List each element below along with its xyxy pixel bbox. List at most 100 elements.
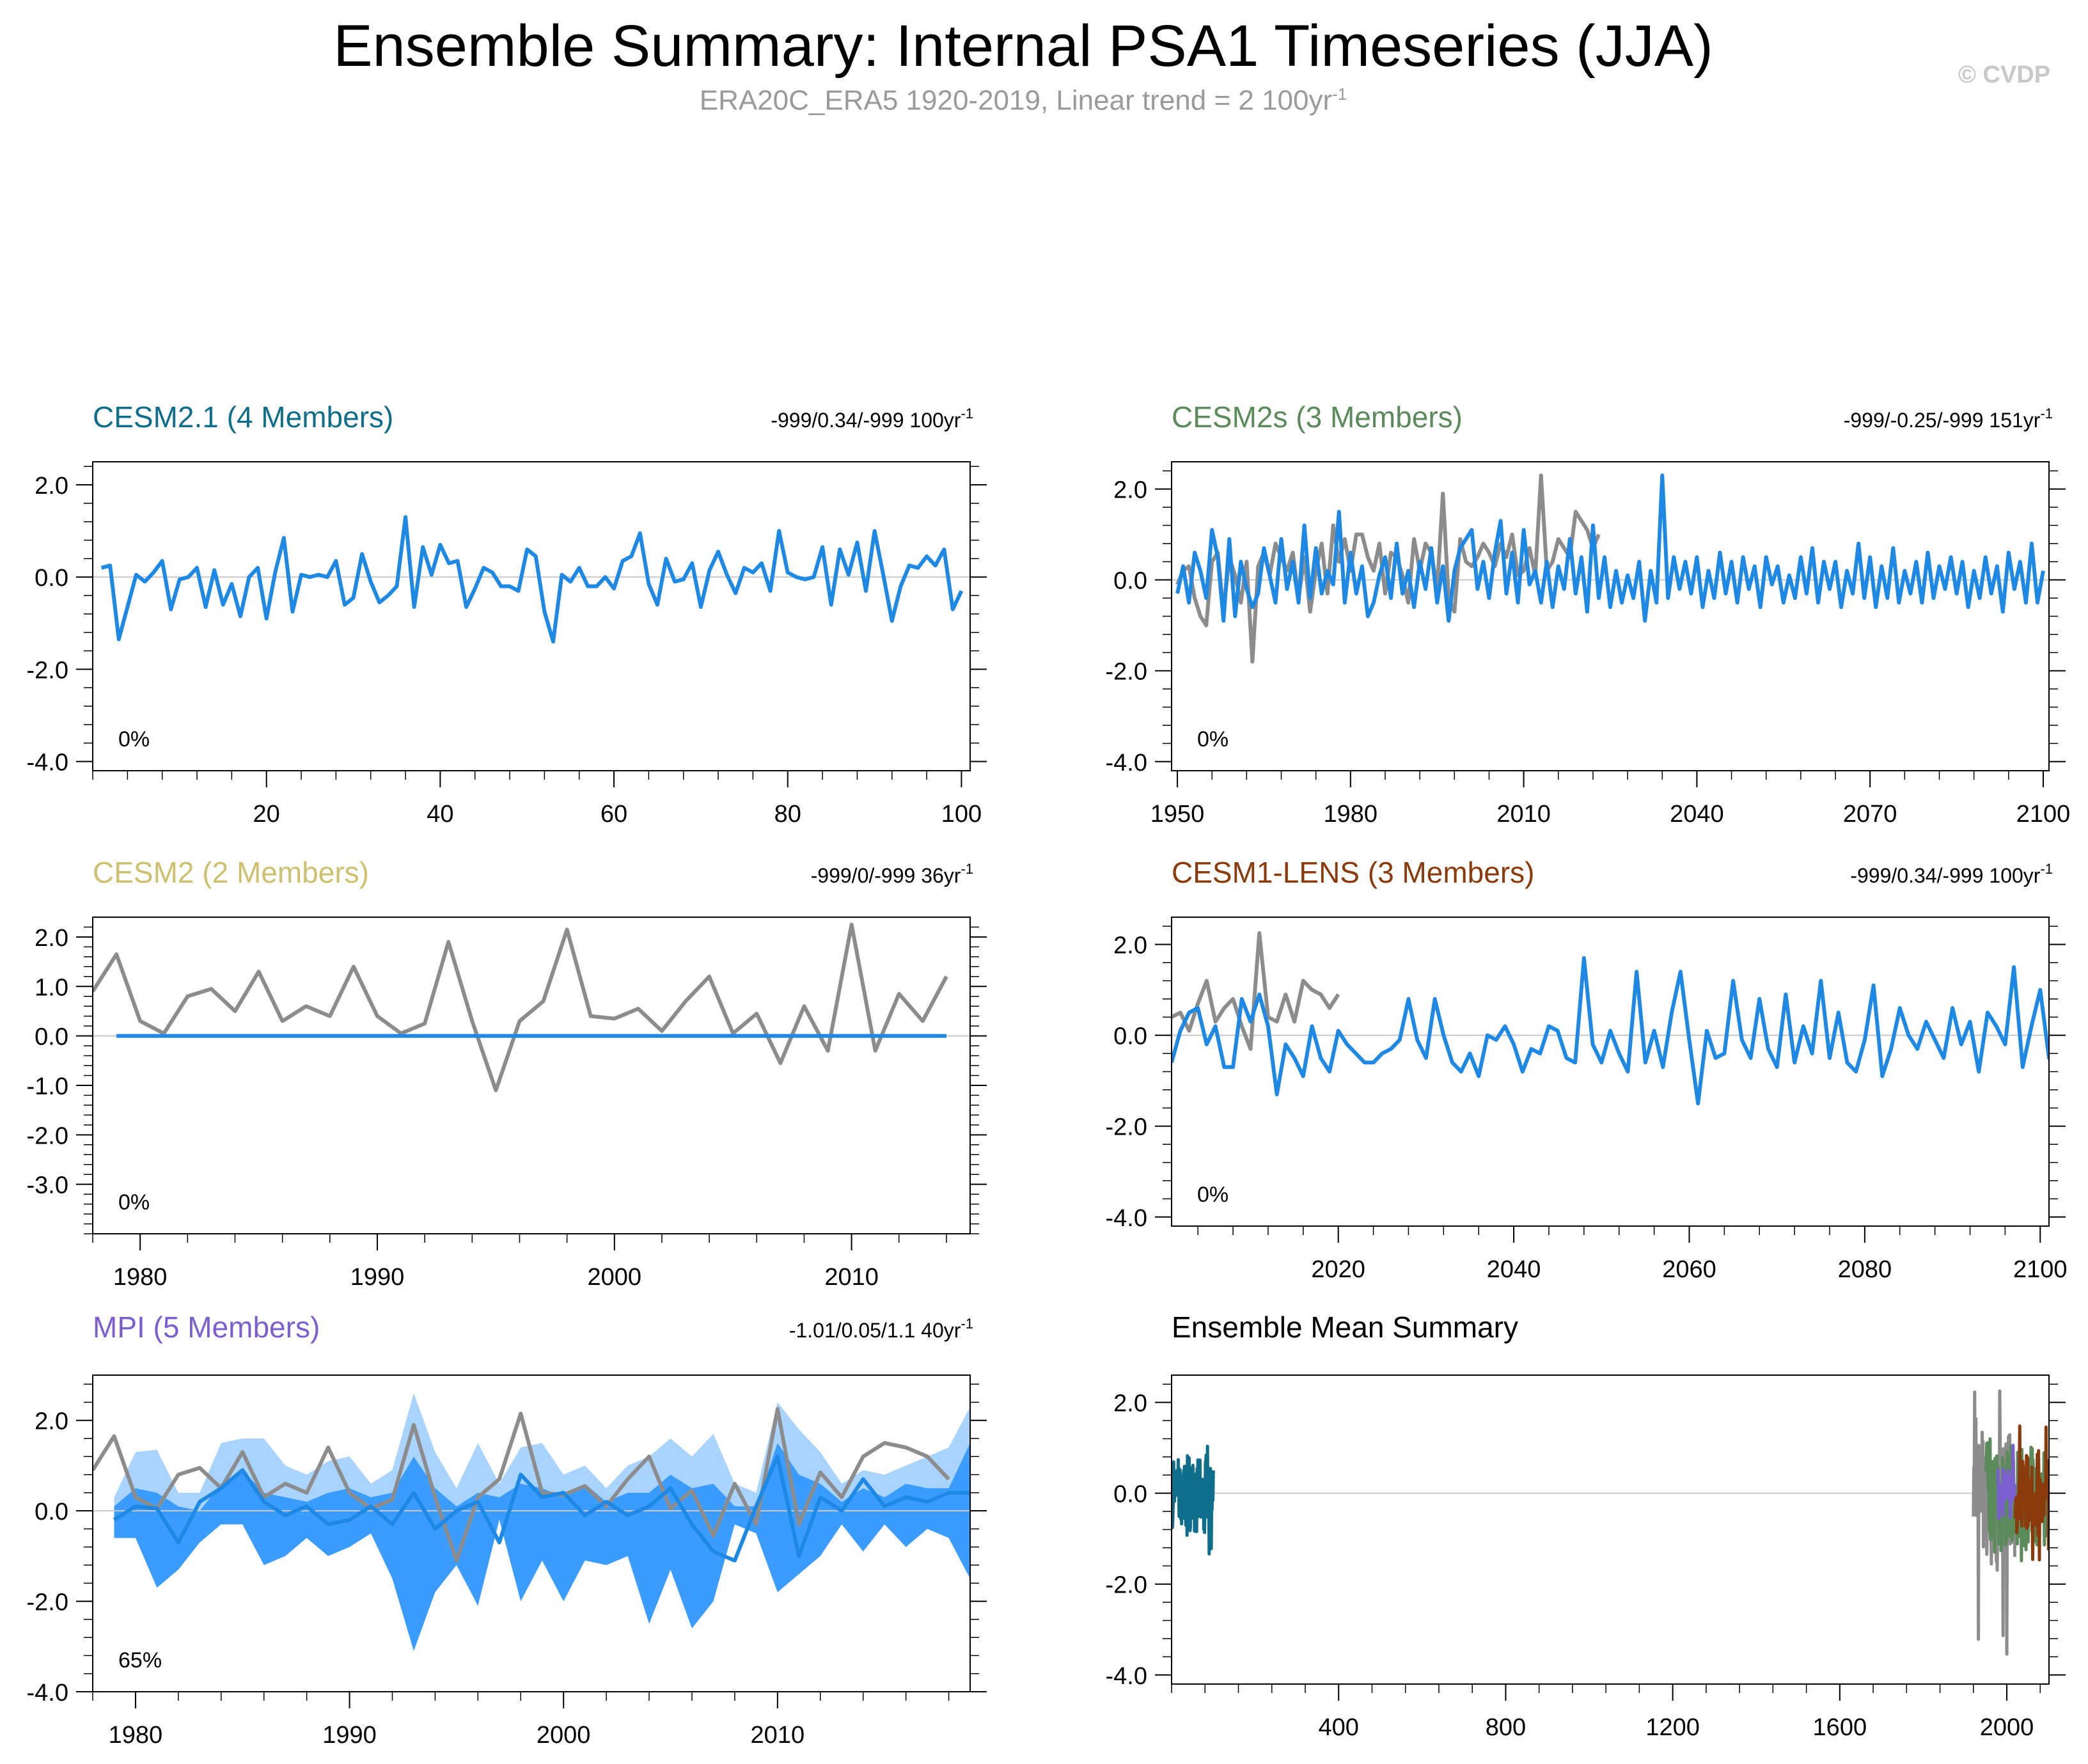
y-tick-label: 2.0 <box>35 473 68 500</box>
y-tick-label: -4.0 <box>1106 1205 1147 1232</box>
x-tick-label: 1990 <box>322 1722 377 1749</box>
series-line-ensemble-member <box>1172 956 2049 1106</box>
plot-area <box>1172 1389 2049 1656</box>
y-tick-label: -2.0 <box>27 1122 68 1149</box>
series-line-observations <box>93 1407 950 1563</box>
x-tick-label: 80 <box>774 801 801 828</box>
panel-percent: 0% <box>118 1190 150 1215</box>
y-tick-label: 1.0 <box>35 974 68 1001</box>
summary-line-CESM1-LENS <box>2013 1424 2049 1562</box>
stats-superscript: -1 <box>961 1316 973 1332</box>
x-tick-label: 2020 <box>1311 1256 1365 1283</box>
x-tick-label: 400 <box>1319 1714 1359 1741</box>
plot-area <box>1172 931 2049 1106</box>
x-tick-label: 1980 <box>109 1722 163 1749</box>
y-tick-label: -2.0 <box>1106 659 1147 686</box>
page-subtitle: ERA20C_ERA5 1920-2019, Linear trend = 2 … <box>0 84 2046 117</box>
stats-superscript: -1 <box>961 861 973 877</box>
x-tick-label: 2080 <box>1838 1256 1892 1283</box>
x-tick-label: 2010 <box>824 1264 879 1291</box>
panel-5: 2.0 0.0 -2.0 -4.0 1980 1990 2000 2010 MPI (5 Mem… <box>27 1311 987 1749</box>
panel-stats: -999/0.34/-999 100yr-1 <box>1850 861 2053 887</box>
y-tick-label: -2.0 <box>27 657 68 684</box>
summary-line-MPI <box>1996 1444 2016 1520</box>
y-tick-label: 0.0 <box>1113 1023 1147 1050</box>
x-tick-label: 2070 <box>1843 801 1897 828</box>
y-tick-label: 0.0 <box>1113 568 1147 595</box>
panel-title: CESM1-LENS (3 Members) <box>1172 856 1534 889</box>
plot-area <box>93 922 970 1092</box>
subtitle-text: ERA20C_ERA5 1920-2019, Linear trend = 2 … <box>699 84 1333 116</box>
y-tick-label: -2.0 <box>27 1589 68 1616</box>
plot-area <box>1172 473 2049 664</box>
plot-frame <box>92 461 971 771</box>
x-tick-label: 1950 <box>1150 801 1205 828</box>
x-tick-label: 800 <box>1486 1714 1526 1741</box>
panel-title: CESM2.1 (4 Members) <box>93 400 393 434</box>
panel-percent: 65% <box>118 1648 162 1673</box>
series-line-observations <box>93 922 948 1092</box>
y-tick-label: 2.0 <box>1113 933 1147 959</box>
panel-percent: 0% <box>1197 727 1228 752</box>
series-line-ensemble-member <box>100 515 964 644</box>
x-tick-label: 40 <box>427 801 453 828</box>
band-lower-range <box>114 1443 970 1651</box>
series-line-observations <box>1172 931 1340 1051</box>
y-tick-label: -4.0 <box>1106 1663 1147 1690</box>
y-tick-label: -4.0 <box>27 1680 68 1706</box>
x-tick-label: 2100 <box>2013 1256 2068 1283</box>
y-tick-label: 2.0 <box>35 925 68 952</box>
stats-value: -999/0.34/-999 100yr <box>771 409 961 432</box>
y-tick-label: -2.0 <box>1106 1572 1147 1599</box>
x-tick-label: 20 <box>253 801 280 828</box>
stats-superscript: -1 <box>961 406 973 421</box>
x-tick-label: 2000 <box>1980 1714 2034 1741</box>
plot-frame <box>92 917 971 1234</box>
panel-3: 2.0 1.0 0.0 -1.0 -2.0 -3.0 1980 1990 2000 2010 CES… <box>27 856 987 1291</box>
summary-line-CESM2.1 <box>1172 1444 1215 1556</box>
plot-frame <box>1171 917 2050 1227</box>
panel-title: CESM2s (3 Members) <box>1172 400 1463 434</box>
copyright-label: © CVDP <box>1958 61 2051 88</box>
panel-4: 2.0 0.0 -2.0 -4.0 2020 2040 2060 2080 2100 CESM1-… <box>1106 856 2068 1283</box>
plot-area <box>93 1393 970 1651</box>
x-tick-label: 2010 <box>751 1722 805 1749</box>
panel-title: CESM2 (2 Members) <box>93 856 369 889</box>
panel-stats: -999/-0.25/-999 151yr-1 <box>1844 406 2053 432</box>
x-tick-label: 2060 <box>1662 1256 1716 1283</box>
x-tick-label: 1980 <box>1324 801 1378 828</box>
x-tick-label: 1980 <box>113 1264 168 1291</box>
x-tick-label: 2010 <box>1496 801 1551 828</box>
stats-superscript: -1 <box>2040 861 2053 877</box>
series-line-ensemble-mean <box>113 1454 970 1563</box>
y-tick-label: 2.0 <box>1113 1390 1147 1417</box>
plot-frame <box>1171 1374 2050 1685</box>
panel-percent: 0% <box>1197 1183 1228 1207</box>
panel-percent: 0% <box>118 727 150 752</box>
plot-area <box>93 515 970 644</box>
panel-6: 2.0 0.0 -2.0 -4.0 400 800 1200 1600 2000 Ensemble… <box>1106 1311 2066 1741</box>
x-tick-label: 100 <box>941 801 982 828</box>
panel-stats: -1.01/0.05/1.1 40yr-1 <box>789 1316 973 1342</box>
y-tick-label: 2.0 <box>1113 477 1147 504</box>
x-tick-label: 1200 <box>1645 1714 1700 1741</box>
stats-value: -999/0/-999 36yr <box>811 864 961 887</box>
x-tick-label: 2100 <box>2016 801 2071 828</box>
stats-value: -999/0.34/-999 100yr <box>1850 864 2040 887</box>
y-tick-label: 0.0 <box>35 1024 68 1051</box>
stats-superscript: -1 <box>2040 406 2053 421</box>
y-tick-label: 0.0 <box>35 565 68 592</box>
panel-stats: -999/0/-999 36yr-1 <box>811 861 973 887</box>
x-tick-label: 1990 <box>350 1264 405 1291</box>
x-tick-label: 2040 <box>1670 801 1724 828</box>
panel-1: 2.0 0.0 -2.0 -4.0 20 40 60 80 100 CESM2.1 (4 Memb… <box>27 400 987 828</box>
x-tick-label: 2000 <box>537 1722 591 1749</box>
x-tick-label: 1600 <box>1813 1714 1867 1741</box>
x-tick-label: 2000 <box>588 1264 642 1291</box>
y-tick-label: -3.0 <box>27 1172 68 1199</box>
page-title: Ensemble Summary: Internal PSA1 Timeseri… <box>333 13 1713 79</box>
panel-title: Ensemble Mean Summary <box>1172 1311 1518 1344</box>
stats-value: -999/-0.25/-999 151yr <box>1844 409 2041 432</box>
